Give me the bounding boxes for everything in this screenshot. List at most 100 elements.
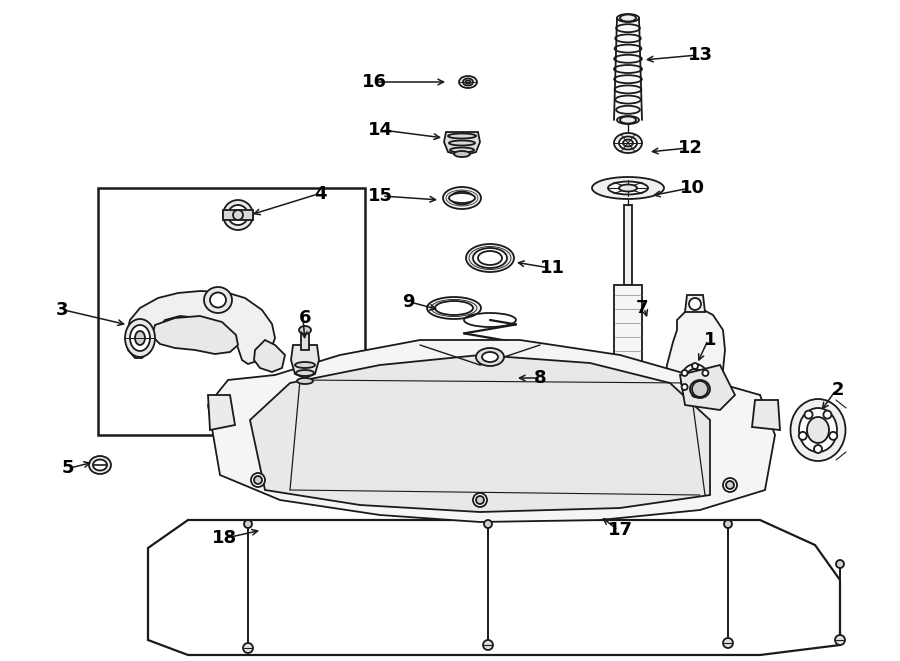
- Ellipse shape: [93, 459, 107, 471]
- Text: 15: 15: [367, 187, 392, 205]
- Circle shape: [484, 520, 492, 528]
- Circle shape: [724, 520, 732, 528]
- Polygon shape: [291, 345, 319, 378]
- Text: 18: 18: [212, 529, 237, 547]
- Bar: [614, 285, 642, 370]
- Circle shape: [829, 432, 837, 440]
- Ellipse shape: [431, 299, 477, 317]
- Circle shape: [702, 370, 708, 376]
- Polygon shape: [680, 365, 735, 410]
- Text: 12: 12: [678, 139, 703, 157]
- Polygon shape: [208, 340, 775, 522]
- Ellipse shape: [690, 380, 710, 398]
- Ellipse shape: [619, 137, 637, 149]
- Ellipse shape: [210, 293, 226, 307]
- Circle shape: [254, 476, 262, 484]
- Ellipse shape: [685, 369, 705, 391]
- Circle shape: [681, 370, 688, 376]
- Ellipse shape: [616, 24, 640, 32]
- Polygon shape: [634, 365, 648, 395]
- Polygon shape: [126, 291, 275, 364]
- Ellipse shape: [614, 75, 642, 83]
- Text: 6: 6: [299, 309, 311, 327]
- Ellipse shape: [427, 297, 481, 319]
- Circle shape: [243, 643, 253, 653]
- Polygon shape: [208, 395, 235, 430]
- Circle shape: [723, 478, 737, 492]
- Text: 11: 11: [539, 259, 564, 277]
- Ellipse shape: [465, 81, 471, 83]
- Text: 10: 10: [680, 179, 705, 197]
- Text: 4: 4: [314, 185, 326, 203]
- Ellipse shape: [296, 370, 314, 376]
- Ellipse shape: [449, 193, 475, 203]
- Ellipse shape: [446, 190, 478, 206]
- Ellipse shape: [223, 200, 253, 230]
- Bar: [98, 188, 365, 435]
- Polygon shape: [152, 316, 238, 354]
- Text: 5: 5: [62, 459, 74, 477]
- Circle shape: [681, 384, 688, 390]
- Ellipse shape: [469, 247, 511, 270]
- Text: 16: 16: [362, 73, 386, 91]
- Text: 1: 1: [704, 331, 716, 349]
- Ellipse shape: [614, 65, 642, 73]
- Ellipse shape: [790, 399, 845, 461]
- Ellipse shape: [799, 408, 837, 452]
- Ellipse shape: [807, 417, 829, 443]
- Text: 13: 13: [688, 46, 713, 64]
- Ellipse shape: [435, 301, 473, 315]
- Ellipse shape: [297, 378, 313, 384]
- Ellipse shape: [615, 44, 642, 53]
- Text: 9: 9: [401, 293, 414, 311]
- Text: 8: 8: [534, 369, 546, 387]
- Ellipse shape: [233, 210, 243, 220]
- Ellipse shape: [608, 182, 648, 194]
- Ellipse shape: [473, 248, 507, 268]
- Ellipse shape: [614, 133, 642, 153]
- Ellipse shape: [299, 326, 311, 334]
- Text: 2: 2: [832, 381, 844, 399]
- Ellipse shape: [89, 456, 111, 474]
- Ellipse shape: [228, 205, 248, 225]
- Text: 17: 17: [608, 521, 633, 539]
- Bar: [624, 205, 632, 285]
- Circle shape: [692, 381, 708, 397]
- Polygon shape: [685, 295, 705, 312]
- Ellipse shape: [614, 55, 642, 63]
- Circle shape: [824, 410, 832, 418]
- Ellipse shape: [623, 139, 633, 147]
- Polygon shape: [250, 355, 710, 512]
- Circle shape: [835, 635, 845, 645]
- Ellipse shape: [204, 287, 232, 313]
- Bar: [301, 330, 309, 350]
- Ellipse shape: [450, 147, 474, 153]
- Circle shape: [805, 410, 813, 418]
- Circle shape: [483, 640, 493, 650]
- Ellipse shape: [459, 76, 477, 88]
- Ellipse shape: [466, 244, 514, 272]
- Circle shape: [799, 432, 806, 440]
- Ellipse shape: [295, 362, 315, 368]
- Circle shape: [692, 391, 698, 397]
- Polygon shape: [148, 520, 840, 655]
- Ellipse shape: [616, 390, 640, 400]
- Text: 7: 7: [635, 299, 648, 317]
- Circle shape: [814, 445, 822, 453]
- Ellipse shape: [135, 331, 145, 345]
- Circle shape: [476, 496, 484, 504]
- Ellipse shape: [478, 251, 502, 265]
- Circle shape: [473, 493, 487, 507]
- Circle shape: [723, 638, 733, 648]
- Ellipse shape: [617, 14, 639, 22]
- Ellipse shape: [476, 348, 504, 366]
- Ellipse shape: [616, 96, 641, 104]
- Circle shape: [689, 298, 701, 310]
- Circle shape: [726, 481, 734, 489]
- Ellipse shape: [454, 151, 470, 157]
- Ellipse shape: [463, 79, 473, 85]
- Polygon shape: [608, 365, 622, 395]
- Ellipse shape: [449, 141, 475, 145]
- Polygon shape: [254, 340, 285, 372]
- Bar: [223, 210, 253, 220]
